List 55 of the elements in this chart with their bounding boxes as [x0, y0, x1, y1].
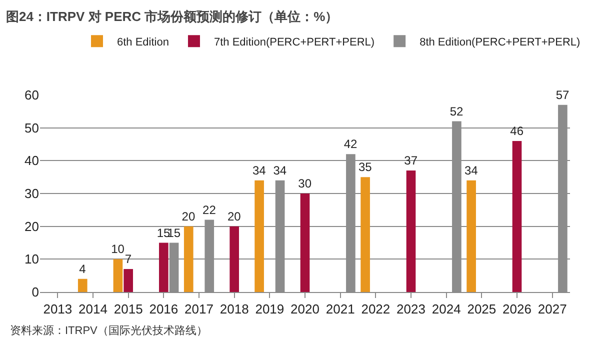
bar — [78, 278, 88, 292]
legend-label: 8th Edition(PERC+PERT+PERL) — [420, 36, 580, 48]
bar — [184, 226, 194, 292]
data-label: 34 — [252, 163, 266, 178]
x-tick-label: 2019 — [255, 302, 284, 317]
x-tick-label: 2013 — [43, 302, 72, 317]
x-tick-label: 2014 — [78, 302, 108, 317]
data-label: 46 — [510, 124, 524, 138]
legend-label: 6th Edition — [117, 36, 169, 48]
bar — [300, 194, 310, 292]
y-tick-label: 40 — [24, 153, 39, 168]
bar — [466, 180, 476, 292]
y-tick-label: 10 — [24, 252, 39, 267]
x-tick-label: 2022 — [361, 302, 390, 317]
data-label: 35 — [358, 160, 372, 174]
bar — [230, 226, 239, 292]
data-label: 30 — [298, 176, 312, 190]
bar — [159, 242, 168, 292]
y-tick-label: 0 — [32, 284, 39, 300]
x-tick-label: 2021 — [326, 302, 355, 317]
y-tick-label: 60 — [24, 88, 39, 103]
data-label: 42 — [344, 137, 358, 152]
bar — [124, 269, 133, 292]
data-label: 10 — [111, 242, 125, 256]
bar — [406, 170, 416, 292]
data-label: 7 — [124, 252, 132, 266]
x-tick-label: 2015 — [114, 302, 143, 317]
text: 资料来源：ITRPV（国际光伏技术路线） — [10, 324, 208, 337]
x-tick-label: 2020 — [290, 302, 320, 317]
x-tick-label: 2023 — [396, 302, 426, 317]
x-tick-label: 2027 — [538, 302, 567, 317]
x-tick-label: 2016 — [149, 302, 178, 317]
y-tick-label: 30 — [24, 186, 39, 202]
bar — [113, 259, 123, 292]
data-label: 52 — [450, 104, 464, 118]
x-tick-label: 2026 — [502, 302, 532, 317]
data-label: 57 — [556, 88, 570, 102]
x-tick-label: 2018 — [220, 302, 249, 317]
bar — [254, 180, 264, 292]
x-tick-label: 2024 — [432, 302, 461, 317]
data-label: 22 — [202, 202, 216, 217]
legend-label: 7th Edition(PERC+PERT+PERL) — [214, 36, 375, 48]
bar — [360, 177, 370, 292]
y-tick-label: 20 — [24, 218, 39, 234]
bar — [512, 140, 522, 292]
x-tick-label: 2017 — [184, 302, 214, 317]
chart-title: 图24：ITRPV 对 PERC 市场份额预测的修订（单位：%） — [6, 9, 338, 24]
data-label: 37 — [404, 154, 418, 168]
y-tick-label: 50 — [24, 120, 39, 136]
data-label: 4 — [79, 262, 86, 276]
data-label: 20 — [182, 209, 196, 224]
x-tick-label: 2025 — [467, 302, 496, 317]
data-label: 34 — [273, 163, 287, 178]
data-label: 34 — [464, 163, 478, 178]
data-label: 20 — [228, 209, 242, 224]
